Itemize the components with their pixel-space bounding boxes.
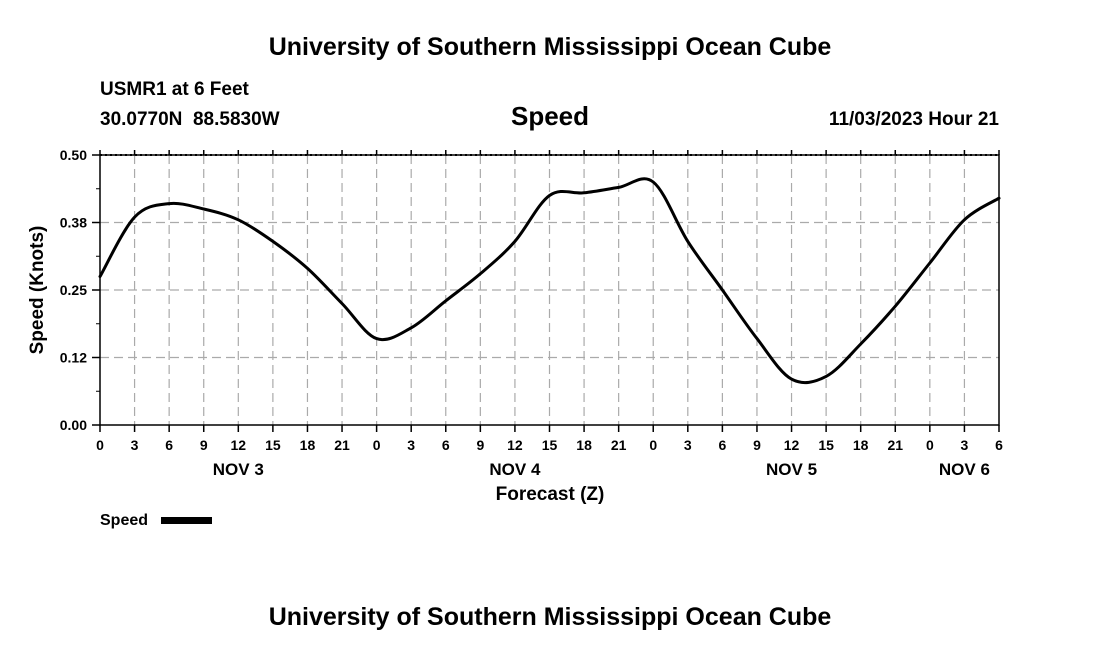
coordinates-label: 30.0770N 88.5830W	[100, 109, 280, 130]
y-tick-label: 0.12	[60, 350, 87, 366]
x-tick-label: 9	[476, 437, 484, 453]
x-tick-label: 3	[131, 437, 139, 453]
x-tick-label: 15	[542, 437, 558, 453]
day-labels: NOV 3 NOV 4 NOV 5 NOV 6	[213, 460, 990, 479]
x-axis-ticks: 0 3 6 9 12 15 18 21 0 3 6 9 12 15 18 21 0 3 6 9 12 15 18 21 0 3 6	[96, 150, 1003, 453]
footer-title: University of Southern Mississippi Ocean…	[269, 603, 832, 631]
x-tick-label: 6	[165, 437, 173, 453]
y-axis-label: Speed (Knots)	[27, 226, 48, 355]
x-tick-label: 21	[887, 437, 903, 453]
day-label: NOV 3	[213, 460, 264, 479]
plot-frame	[99, 154, 1000, 426]
x-tick-label: 9	[753, 437, 761, 453]
legend-swatch	[161, 517, 212, 524]
x-tick-label: 6	[718, 437, 726, 453]
x-tick-label: 18	[853, 437, 869, 453]
speed-series-line	[98, 177, 1001, 385]
variable-title: Speed	[511, 101, 589, 131]
day-label: NOV 4	[489, 460, 541, 479]
y-tick-label: 0.25	[60, 282, 87, 298]
legend-label: Speed	[100, 512, 148, 529]
x-tick-label: 12	[231, 437, 247, 453]
x-tick-label: 0	[649, 437, 657, 453]
x-tick-label: 21	[611, 437, 627, 453]
x-tick-label: 0	[373, 437, 381, 453]
x-tick-label: 18	[576, 437, 592, 453]
x-tick-label: 21	[334, 437, 350, 453]
forecast-datetime: 11/03/2023 Hour 21	[829, 109, 999, 130]
x-tick-label: 12	[507, 437, 523, 453]
chart-title: University of Southern Mississippi Ocean…	[269, 33, 832, 61]
x-tick-label: 0	[926, 437, 934, 453]
x-tick-label: 18	[300, 437, 316, 453]
station-label: USMR1 at 6 Feet	[100, 79, 250, 100]
day-label: NOV 6	[939, 460, 990, 479]
y-tick-label: 0.50	[60, 147, 87, 163]
x-tick-label: 0	[96, 437, 104, 453]
x-tick-label: 3	[407, 437, 415, 453]
x-tick-label: 6	[995, 437, 1003, 453]
x-tick-label: 9	[200, 437, 208, 453]
x-tick-label: 6	[442, 437, 450, 453]
x-tick-label: 3	[684, 437, 692, 453]
x-axis-label: Forecast (Z)	[496, 484, 605, 505]
y-tick-label: 0.00	[60, 417, 87, 433]
x-tick-label: 15	[265, 437, 281, 453]
x-tick-label: 15	[818, 437, 834, 453]
y-tick-label: 0.38	[60, 215, 87, 231]
x-tick-label: 3	[961, 437, 969, 453]
x-tick-label: 12	[784, 437, 800, 453]
day-label: NOV 5	[766, 460, 817, 479]
y-axis-ticks: 0.00 0.12 0.25 0.38 0.50	[60, 147, 100, 433]
